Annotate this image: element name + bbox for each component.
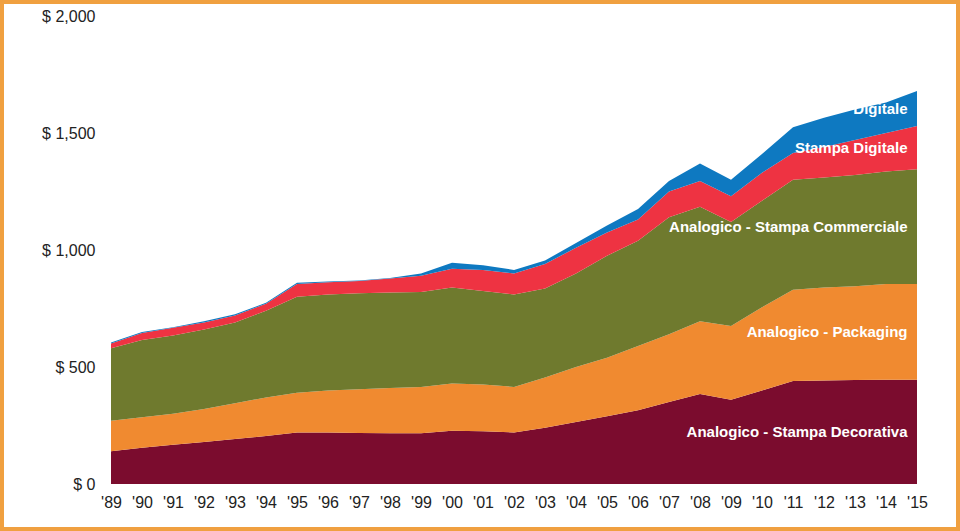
svg-text:'04: '04 (566, 494, 587, 511)
svg-text:'94: '94 (256, 494, 277, 511)
svg-text:'03: '03 (535, 494, 556, 511)
svg-text:'89: '89 (101, 494, 122, 511)
svg-text:$ 0: $ 0 (73, 476, 95, 493)
svg-text:'06: '06 (628, 494, 649, 511)
svg-text:'93: '93 (225, 494, 246, 511)
svg-text:'95: '95 (287, 494, 308, 511)
svg-text:Stampa Digitale: Stampa Digitale (795, 139, 908, 156)
svg-text:'00: '00 (442, 494, 463, 511)
svg-text:Analogico - Packaging: Analogico - Packaging (747, 323, 908, 340)
svg-text:'90: '90 (132, 494, 153, 511)
svg-text:'98: '98 (380, 494, 401, 511)
svg-text:$ 1,500: $ 1,500 (42, 125, 95, 142)
svg-text:'97: '97 (349, 494, 370, 511)
svg-text:Analogico - Stampa Commerciale: Analogico - Stampa Commerciale (669, 218, 907, 235)
svg-text:Digitale: Digitale (853, 100, 907, 117)
svg-text:'12: '12 (814, 494, 835, 511)
svg-text:Analogico - Stampa Decorativa: Analogico - Stampa Decorativa (687, 423, 909, 440)
svg-text:$ 1,000: $ 1,000 (42, 242, 95, 259)
svg-text:'09: '09 (721, 494, 742, 511)
svg-text:'08: '08 (690, 494, 711, 511)
svg-text:'07: '07 (659, 494, 680, 511)
svg-text:'92: '92 (194, 494, 215, 511)
svg-text:'10: '10 (752, 494, 773, 511)
svg-text:'13: '13 (845, 494, 866, 511)
svg-text:'02: '02 (504, 494, 525, 511)
svg-text:'99: '99 (411, 494, 432, 511)
svg-text:'01: '01 (473, 494, 494, 511)
svg-text:'15: '15 (907, 494, 928, 511)
svg-text:'11: '11 (784, 494, 804, 511)
svg-text:'05: '05 (597, 494, 618, 511)
svg-text:'14: '14 (876, 494, 897, 511)
svg-text:'91: '91 (163, 494, 184, 511)
svg-text:'96: '96 (318, 494, 339, 511)
svg-text:$ 500: $ 500 (55, 359, 95, 376)
svg-text:$ 2,000: $ 2,000 (42, 8, 95, 25)
